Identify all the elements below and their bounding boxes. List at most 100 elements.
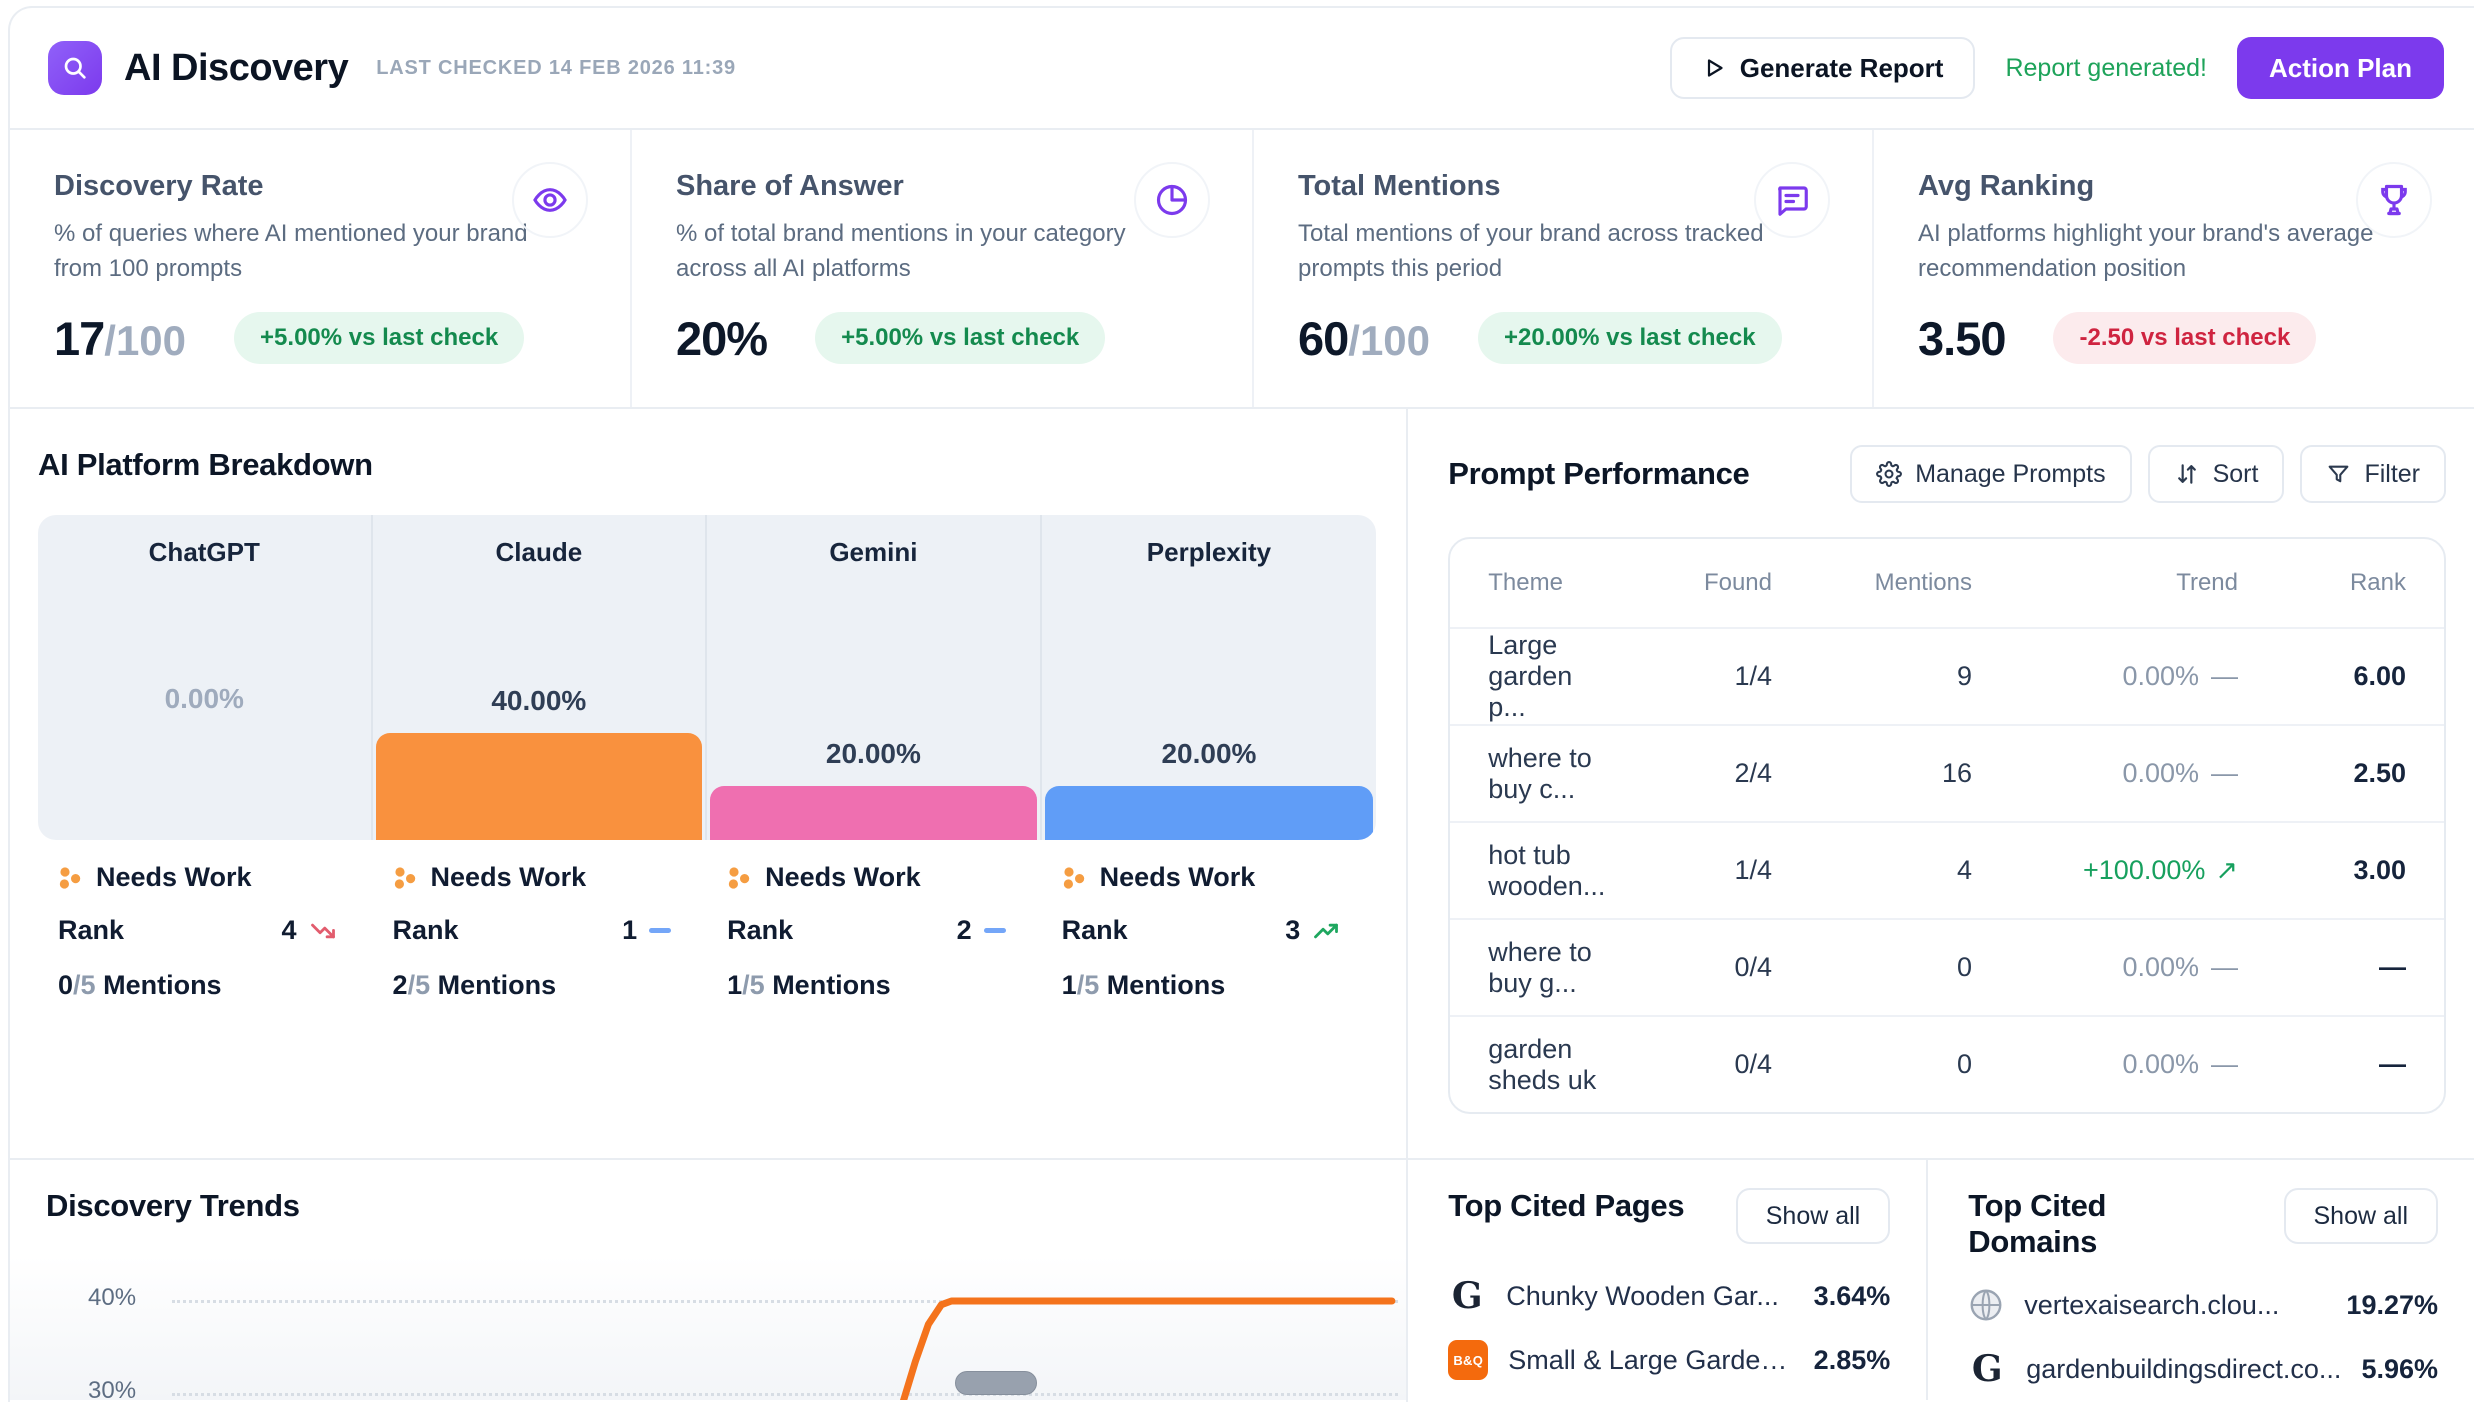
trend-down-icon — [309, 917, 337, 945]
cited-page-name: Small & Large Garden... — [1508, 1344, 1794, 1375]
mentions-count: 0 — [58, 970, 74, 1000]
theme-cell: hot tub wooden... — [1488, 839, 1606, 901]
platform-column-claude: Claude 40.00% — [373, 515, 708, 840]
stat-value: 60 — [1298, 311, 1349, 365]
table-row[interactable]: where to buy g... 0/4 0 0.00% — — [1450, 918, 2444, 1015]
stat-value: 20% — [676, 311, 768, 365]
table-row[interactable]: Large garden p... 1/4 9 0.00% 6.00 — [1450, 627, 2444, 724]
platform-stats-claude: Needs Work Rank 1 2/5 Mentions — [373, 862, 708, 1001]
needs-work-dots-icon — [394, 866, 415, 889]
platform-bar — [375, 733, 703, 840]
cited-page-name: Chunky Wooden Gar... — [1506, 1280, 1779, 1311]
table-row[interactable]: where to buy c... 2/4 16 0.00% 2.50 — [1450, 724, 2444, 821]
report-status-text: Report generated! — [2005, 53, 2207, 82]
mentions-label: Mentions — [437, 970, 557, 1000]
platform-breakdown-title: AI Platform Breakdown — [38, 447, 373, 482]
platform-name: Gemini — [829, 537, 918, 567]
last-checked-timestamp: Last checked 14 Feb 2026 11:39 — [376, 56, 736, 79]
filter-label: Filter — [2364, 459, 2420, 488]
stat-description: AI platforms highlight your brand's aver… — [1918, 220, 2374, 282]
platform-column-chatgpt: ChatGPT 0.00% — [38, 515, 373, 840]
gear-icon — [1876, 461, 1903, 487]
table-row[interactable]: hot tub wooden... 1/4 4 +100.00% 3.00 — [1450, 821, 2444, 918]
platform-column-perplexity: Perplexity 20.00% — [1042, 515, 1377, 840]
trend-cell: 0.00% — [1972, 661, 2238, 692]
generate-report-button[interactable]: Generate Report — [1669, 37, 1976, 99]
rank-label: Rank — [727, 915, 794, 945]
platform-bar-chart: ChatGPT 0.00% Claude 40.00% Gemini 20.00… — [38, 515, 1377, 840]
cited-page-row[interactable]: G Chunky Wooden Gar... 3.64% — [1448, 1264, 1890, 1328]
needs-work-dots-icon — [59, 866, 81, 889]
rank-label: Rank — [392, 915, 459, 945]
platform-bar — [1044, 786, 1374, 840]
page-title: AI Discovery — [124, 46, 349, 89]
gridline-30 — [172, 1393, 1398, 1396]
platform-name: Claude — [495, 537, 583, 567]
action-plan-label: Action Plan — [2268, 52, 2412, 83]
stat-value: 3.50 — [1918, 311, 2006, 365]
found-cell: 1/4 — [1734, 661, 1772, 691]
rank-value: 2 — [956, 915, 972, 945]
trend-up-icon — [1312, 917, 1340, 945]
platform-name: ChatGPT — [148, 537, 260, 567]
filter-button[interactable]: Filter — [2300, 445, 2446, 503]
trend-flat-icon — [649, 928, 672, 933]
found-cell: 0/4 — [1734, 952, 1772, 982]
show-all-pages-button[interactable]: Show all — [1735, 1188, 1891, 1244]
mentions-label: Mentions — [103, 970, 222, 1000]
rank-value: 1 — [622, 915, 638, 945]
stat-card-avg-ranking: Avg Ranking AI platforms highlight your … — [1874, 130, 2474, 407]
col-trend: Trend — [2176, 569, 2238, 596]
globe-icon — [1970, 1289, 2002, 1321]
trend-mark-icon — [2205, 855, 2238, 885]
dashboard: AI Discovery Last checked 14 Feb 2026 11… — [8, 6, 2474, 1404]
cited-page-value: 2.85% — [1813, 1344, 1891, 1375]
stat-description: Total mentions of your brand across trac… — [1298, 220, 1764, 282]
status-badge: Needs Work — [765, 862, 921, 892]
table-row[interactable]: garden sheds uk 0/4 0 0.00% — — [1450, 1015, 2444, 1112]
cited-domain-value: 19.27% — [2346, 1289, 2438, 1320]
discovery-trends-section: Discovery Trends 40% 30% — [10, 1160, 1407, 1404]
stat-card-share-of-answer: Share of Answer % of total brand mention… — [632, 130, 1254, 407]
search-icon — [64, 57, 86, 79]
stat-title: Total Mentions — [1298, 170, 1501, 202]
trend-line-chart — [900, 1297, 1396, 1400]
stat-cards-row: Discovery Rate % of queries where AI men… — [10, 130, 2474, 409]
cited-domain-name: vertexaisearch.clou... — [2024, 1289, 2280, 1320]
trend-mark-icon — [2199, 1049, 2238, 1079]
manage-prompts-button[interactable]: Manage Prompts — [1850, 445, 2132, 503]
theme-cell: where to buy g... — [1488, 936, 1592, 998]
platform-stats-chatgpt: Needs Work Rank 4 0/5 Mentions — [38, 862, 373, 1001]
platform-stats-row: Needs Work Rank 4 0/5 Mentions — [38, 862, 1376, 1001]
chart-scrollbar-thumb[interactable] — [955, 1371, 1037, 1395]
stat-change-badge: +20.00% vs last check — [1478, 312, 1782, 365]
action-plan-button[interactable]: Action Plan — [2236, 37, 2444, 99]
trend-cell: 0.00% — [1972, 1049, 2238, 1080]
show-all-domains-button[interactable]: Show all — [2283, 1188, 2438, 1244]
gridline-40 — [172, 1300, 1398, 1303]
sort-button[interactable]: Sort — [2147, 445, 2285, 503]
theme-cell: garden sheds uk — [1488, 1033, 1597, 1095]
stat-change-badge: +5.00% vs last check — [815, 312, 1106, 365]
g-serif-icon: G — [1971, 1348, 2003, 1391]
platform-column-gemini: Gemini 20.00% — [707, 515, 1042, 840]
stat-description: % of total brand mentions in your catego… — [676, 220, 1126, 282]
found-cell: 0/4 — [1734, 1049, 1772, 1079]
trend-mark-icon — [2199, 758, 2238, 788]
g-serif-icon: G — [1451, 1275, 1483, 1317]
cited-domain-row[interactable]: G gardenbuildingsdirect.co... 5.96% — [1968, 1337, 2438, 1401]
platform-percent-label: 0.00% — [164, 683, 244, 714]
mentions-label: Mentions — [772, 970, 891, 1000]
trend-cell: 0.00% — [1972, 758, 2238, 789]
trend-mark-icon — [2199, 661, 2238, 691]
discovery-trends-title: Discovery Trends — [46, 1188, 300, 1223]
prompt-performance-title: Prompt Performance — [1448, 456, 1750, 491]
y-axis-tick-40: 40% — [88, 1284, 137, 1311]
stat-change-badge: +5.00% vs last check — [234, 312, 525, 365]
cited-domain-row[interactable]: vertexaisearch.clou... 19.27% — [1968, 1273, 2438, 1337]
trophy-icon — [2356, 162, 2432, 238]
trend-cell: 0.00% — [1972, 952, 2238, 983]
rank-label: Rank — [1061, 915, 1128, 945]
mentions-count: 1 — [727, 970, 743, 1000]
cited-page-row[interactable]: B&Q Small & Large Garden... 2.85% — [1448, 1328, 1890, 1392]
